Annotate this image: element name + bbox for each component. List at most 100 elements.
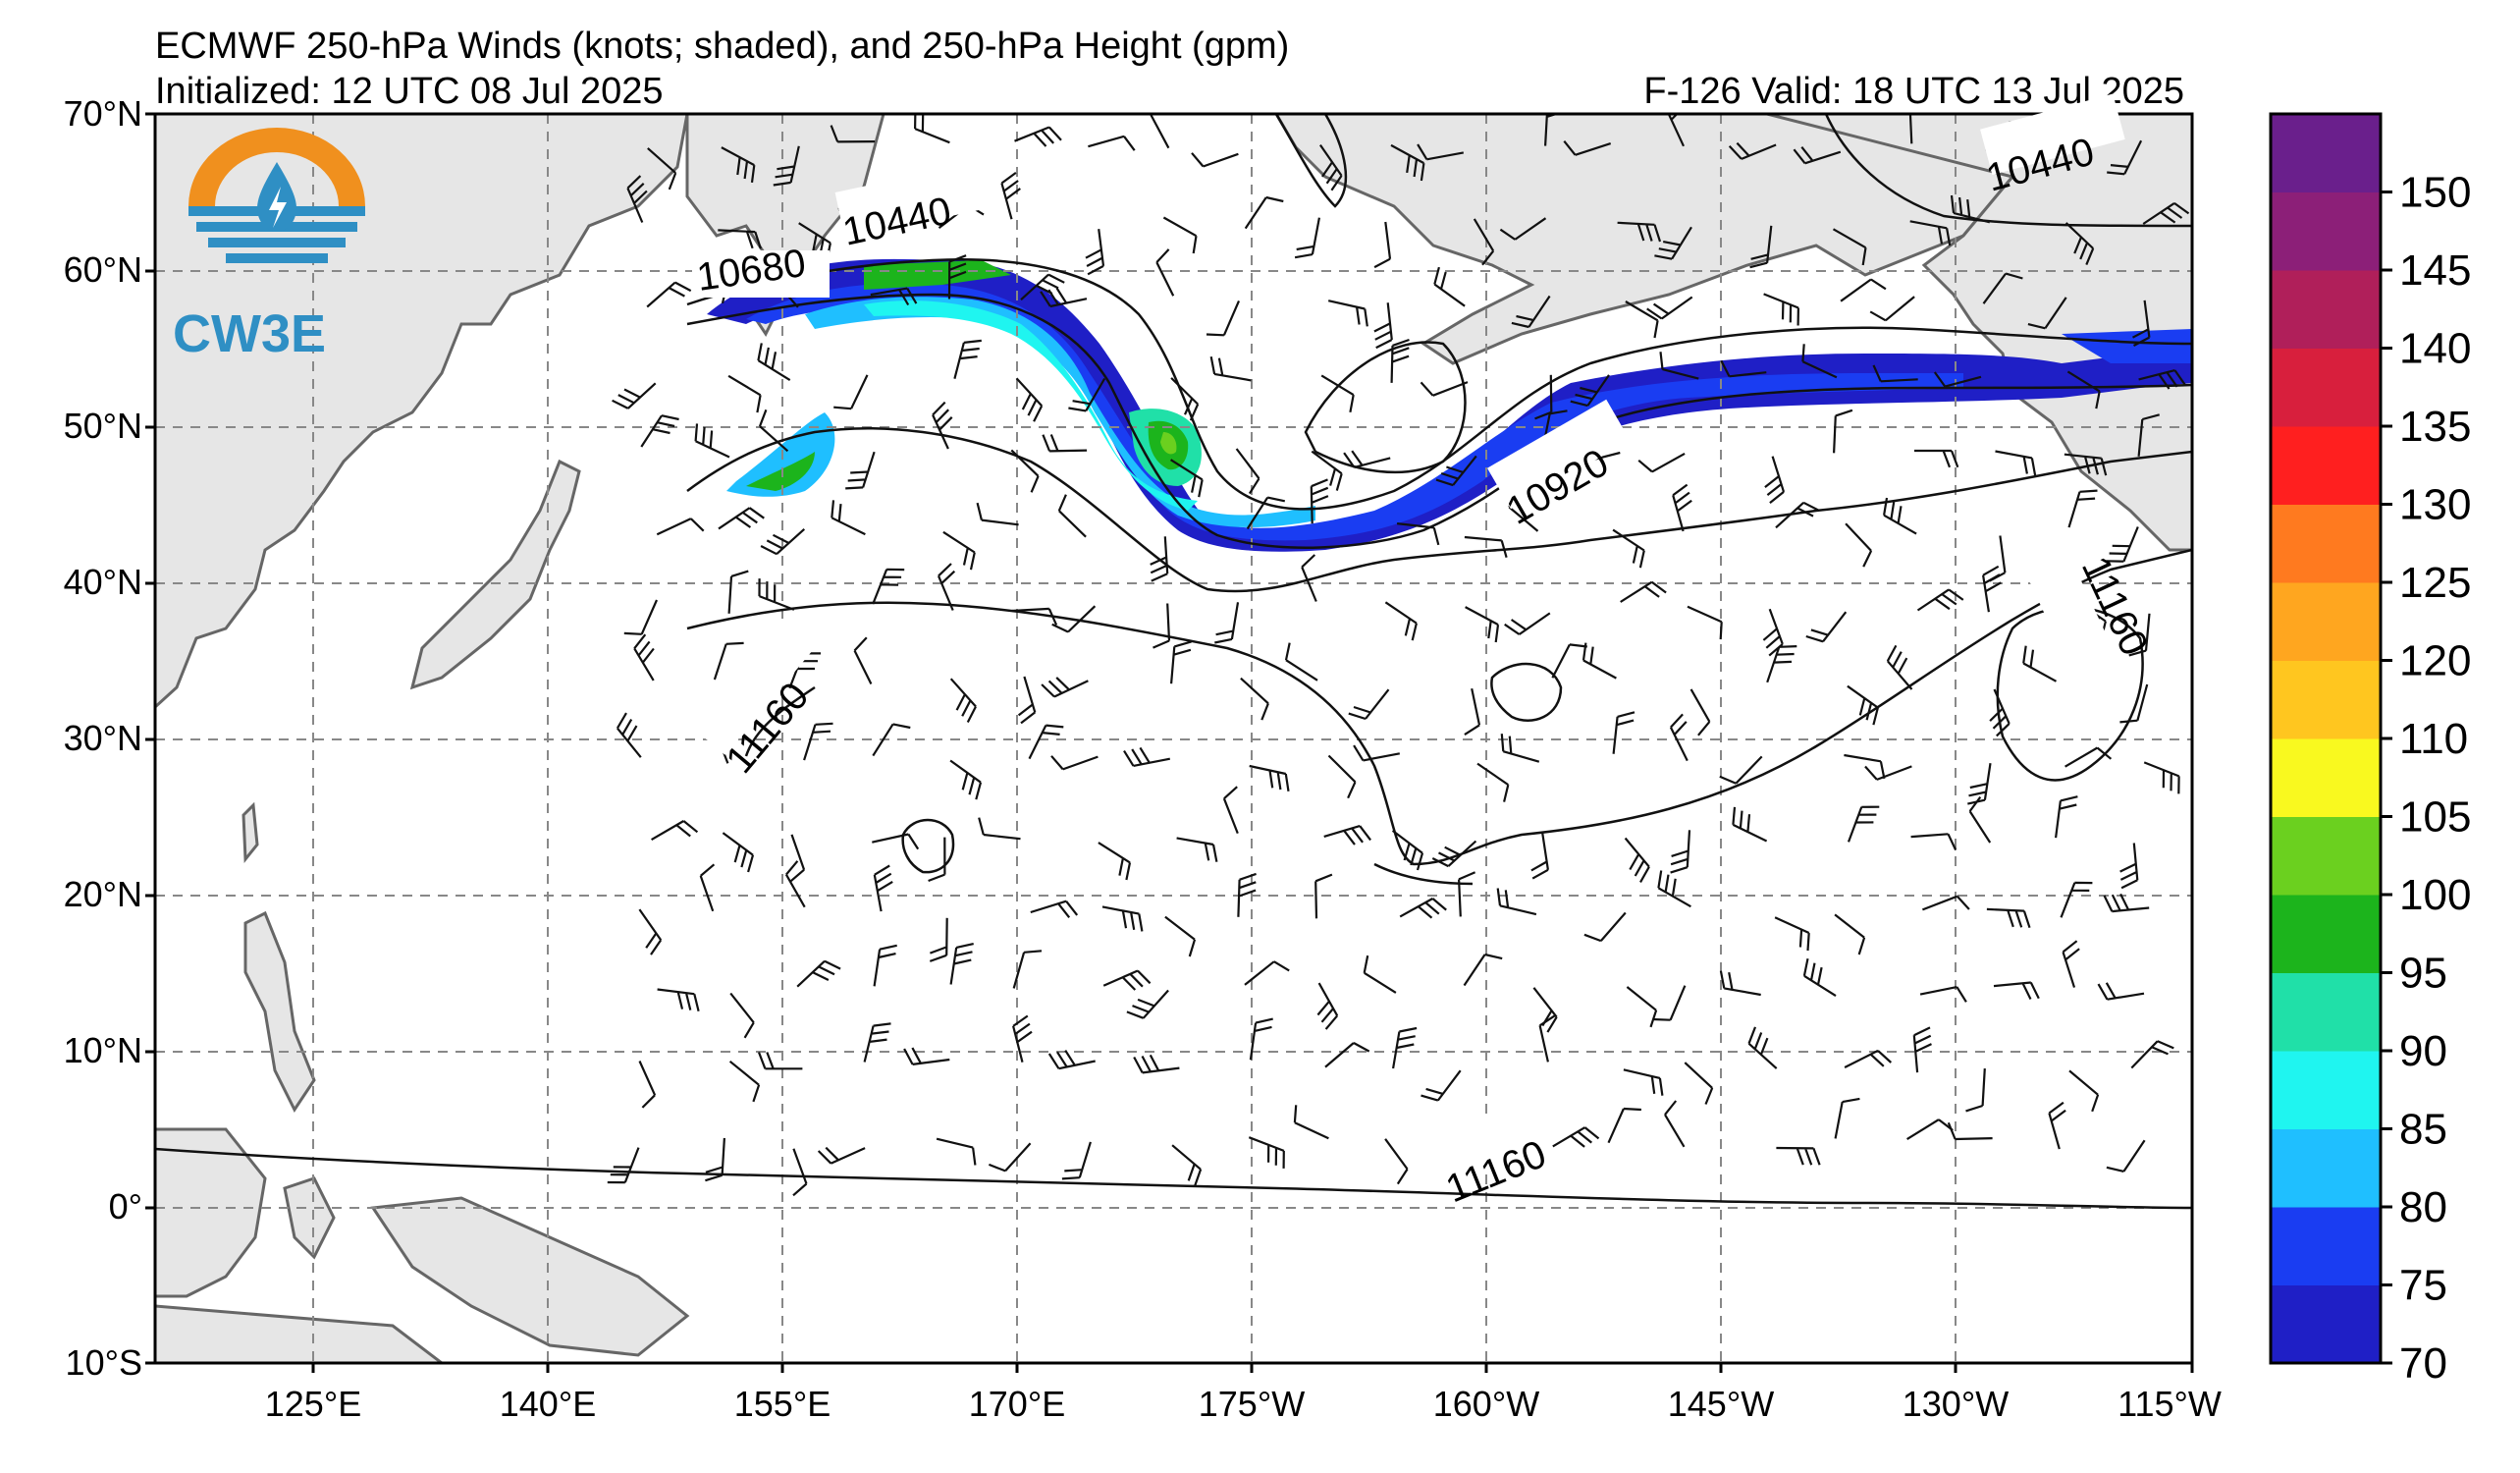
wind-barb [1552, 1126, 1600, 1148]
wind-barb [1583, 911, 1627, 943]
wind-barb [2130, 1040, 2174, 1069]
wind-barb [1612, 528, 1645, 569]
colorbar-label: 150 [2399, 169, 2471, 217]
wind-barb [1883, 497, 1917, 535]
wind-barb [1570, 374, 1610, 408]
lat-label: 10°S [66, 1342, 142, 1383]
wind-barb [1051, 605, 1097, 633]
wind-barb [2138, 369, 2186, 390]
colorbar-label: 95 [2399, 950, 2447, 998]
wind-barb [1463, 953, 1503, 987]
wind-barb [1950, 194, 1991, 224]
wind-barb [1088, 135, 1136, 151]
wind-barb [872, 833, 920, 850]
wind-barb [1763, 293, 1799, 326]
wind-barb [1301, 554, 1317, 602]
wind-barb [1840, 278, 1887, 302]
wind-barb [1399, 898, 1447, 919]
wind-barb [1246, 496, 1286, 530]
wind-barb [949, 943, 974, 985]
wind-barb [728, 1060, 761, 1103]
wind-barb [1465, 606, 1500, 643]
wind-barb [1620, 580, 1667, 603]
wind-barb [2131, 300, 2151, 347]
wind-barb [1776, 1146, 1821, 1166]
contour-labels: 10680 10440 10440 10920 11160 11160 1116… [688, 93, 2156, 1211]
wind-barb [853, 636, 873, 684]
wind-barb [1314, 873, 1333, 919]
wind-barb [1684, 1062, 1714, 1105]
wind-barb [657, 988, 700, 1011]
wind-barb [2064, 746, 2113, 768]
wind-barb [1040, 287, 1088, 308]
colorbar-segment [2271, 972, 2381, 1052]
wind-barb [1164, 915, 1197, 957]
wind-barb [1801, 344, 1838, 379]
wind-barb [1057, 494, 1087, 538]
wind-barb [1664, 1100, 1686, 1148]
lat-label: 50°N [64, 406, 142, 446]
wind-barbs [607, 114, 2190, 1197]
wind-barb [833, 374, 869, 410]
wind-barb [1919, 986, 1967, 1003]
colorbar-label: 85 [2399, 1106, 2447, 1154]
wind-barb [1989, 688, 2011, 737]
wind-barb [1775, 501, 1820, 529]
wind-barb [1774, 916, 1810, 952]
wind-barb [1762, 608, 1784, 657]
wind-barb [873, 864, 893, 912]
wind-barb [1473, 218, 1495, 266]
wind-barb [1582, 642, 1617, 680]
colorbar [2271, 114, 2381, 1364]
wind-barb [1028, 724, 1064, 760]
wind-barb [1719, 755, 1763, 785]
wind-barb [1327, 300, 1368, 327]
wind-barb [1646, 296, 1693, 320]
wind-barb [1910, 833, 1957, 851]
wind-barb [1764, 456, 1786, 504]
wind-barb [1914, 449, 1959, 468]
wind-barb [792, 1148, 808, 1197]
wind-barb [789, 834, 806, 883]
wind-barb [1912, 1026, 1932, 1073]
wind-barb [1249, 1017, 1273, 1061]
wind-barb [1209, 355, 1252, 382]
wind-barb [1844, 1049, 1893, 1068]
wind-barb [1150, 114, 1170, 149]
wind-barb [1050, 755, 1099, 771]
wind-barb [646, 281, 692, 308]
wind-barb [1720, 359, 1767, 378]
wind-barb [845, 451, 876, 490]
wind-barb [2143, 761, 2180, 794]
wind-barb [1667, 114, 1685, 147]
wind-barb [1222, 786, 1239, 835]
wind-barb [1464, 535, 1508, 558]
wind-barb [1396, 522, 1440, 546]
wind-barb [1669, 713, 1689, 762]
wind-barb [976, 502, 1019, 526]
wind-barb [2064, 222, 2095, 266]
colorbar-segment [2271, 348, 2381, 427]
colorbar-label: 75 [2399, 1262, 2447, 1310]
wind-barb [1534, 374, 1553, 420]
wind-barb [942, 530, 976, 571]
wind-barb [722, 832, 755, 873]
wind-barb [1654, 226, 1692, 260]
wind-barb [1530, 833, 1549, 880]
lon-label: 115°W [2118, 1384, 2222, 1424]
wind-barb [1732, 806, 1768, 843]
lat-label: 30°N [64, 718, 142, 758]
wind-barb [2055, 795, 2078, 839]
wind-barb [872, 568, 905, 605]
wind-barb [1421, 1069, 1462, 1102]
wind-barb [1672, 483, 1692, 532]
wind-barb [788, 652, 822, 689]
wind-barb [1625, 300, 1659, 339]
wind-barb [1294, 217, 1320, 259]
wind-barb [1965, 1068, 1986, 1113]
wind-barb [694, 423, 730, 459]
wind-barb [757, 343, 791, 382]
wind-barb [2137, 413, 2160, 457]
colorbar-ticks: 70 75 80 85 90 95 100 105 110 120 125 130 135 140 145 1… [2381, 169, 2471, 1388]
